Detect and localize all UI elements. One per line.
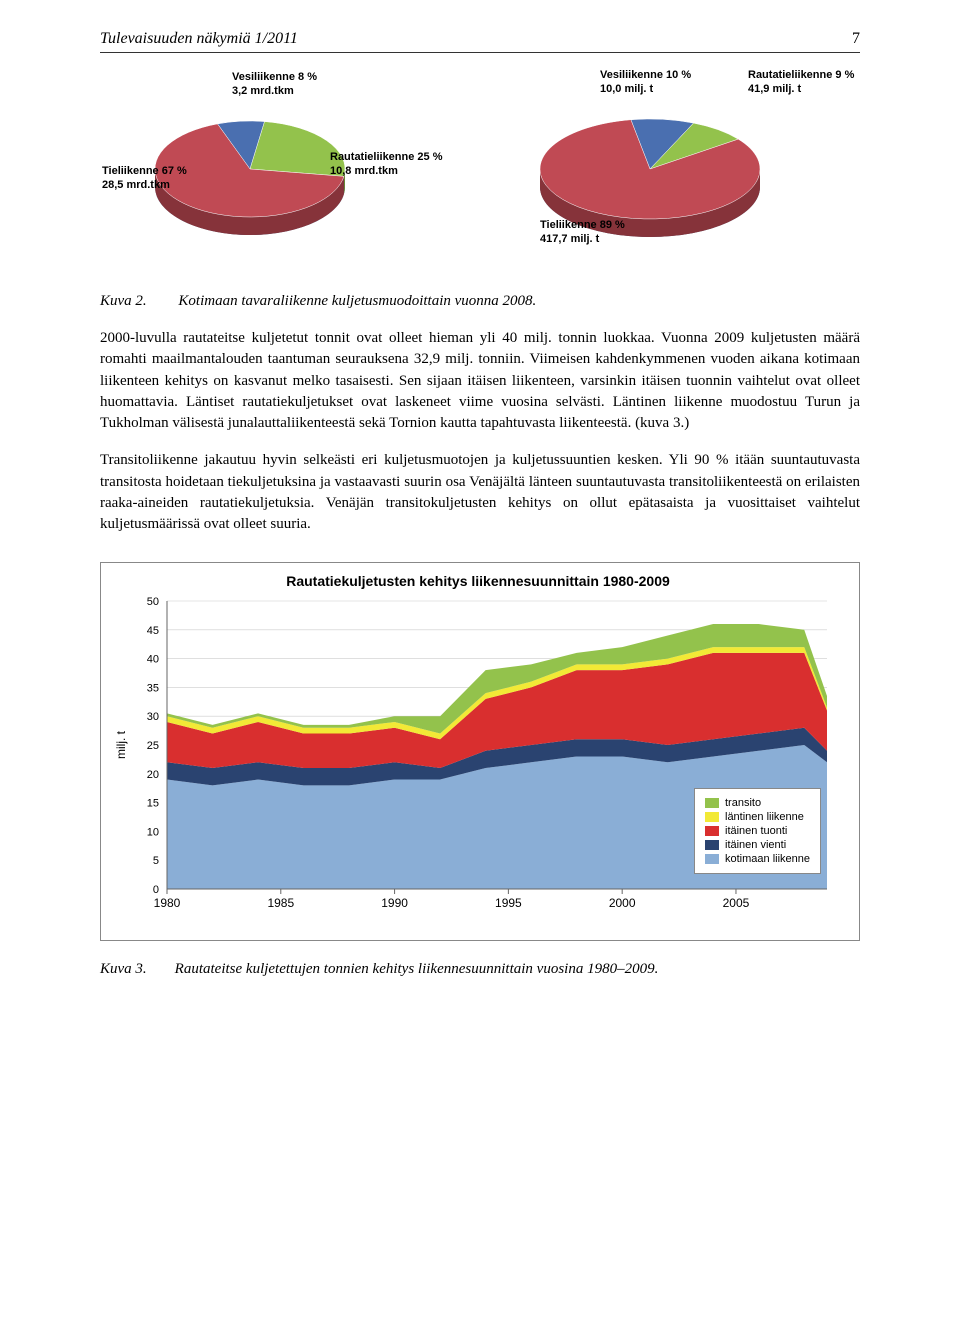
svg-text:15: 15	[147, 797, 159, 809]
legend-label: itäinen tuonti	[725, 825, 787, 837]
legend-label: itäinen vienti	[725, 839, 786, 851]
label-tie-left: Tieliikenne 67 % 28,5 mrd.tkm	[102, 165, 187, 193]
label-tie-right: Tieliikenne 89 % 417,7 milj. t	[540, 219, 625, 247]
legend-swatch	[705, 812, 719, 822]
area-chart-svg: 0 5 10 15 20 25 30 35 40 45 50 1980 1985 1990 1995 2000…	[107, 595, 847, 925]
pie-right: Vesiliikenne 10 % 10,0 milj. t Rautatiel…	[480, 69, 880, 269]
pie-row: Vesiliikenne 8 % 3,2 mrd.tkm Rautatielii…	[100, 69, 860, 269]
legend-row: kotimaan liikenne	[705, 853, 810, 865]
svg-text:20: 20	[147, 768, 159, 780]
legend-row: läntinen liikenne	[705, 811, 810, 823]
svg-text:45: 45	[147, 624, 159, 636]
legend-row: itäinen vienti	[705, 839, 810, 851]
svg-text:5: 5	[153, 855, 159, 867]
svg-text:1990: 1990	[381, 896, 408, 910]
legend-swatch	[705, 826, 719, 836]
svg-text:40: 40	[147, 653, 159, 665]
caption-kuva2: Kuva 2. Kotimaan tavaraliikenne kuljetus…	[100, 293, 860, 310]
legend-row: itäinen tuonti	[705, 825, 810, 837]
legend-label: transito	[725, 797, 761, 809]
pie-left: Vesiliikenne 8 % 3,2 mrd.tkm Rautatielii…	[100, 69, 460, 269]
svg-text:0: 0	[153, 884, 159, 896]
area-chart: Rautatiekuljetusten kehitys liikennesuun…	[100, 562, 860, 941]
legend-label: läntinen liikenne	[725, 811, 804, 823]
svg-text:1995: 1995	[495, 896, 522, 910]
chart-legend: transito läntinen liikenne itäinen tuonti i…	[694, 788, 821, 874]
legend-label: kotimaan liikenne	[725, 853, 810, 865]
page-header: Tulevaisuuden näkymiä 1/2011 7	[100, 30, 860, 53]
svg-text:10: 10	[147, 826, 159, 838]
paragraph-1: 2000-luvulla rautateitse kuljetetut tonn…	[100, 328, 860, 434]
chart-title: Rautatiekuljetusten kehitys liikennesuun…	[107, 573, 849, 589]
paragraph-2: Transitoliikenne jakautuu hyvin selkeäst…	[100, 450, 860, 535]
label-vesi-left: Vesiliikenne 8 % 3,2 mrd.tkm	[232, 71, 317, 99]
legend-swatch	[705, 854, 719, 864]
svg-text:1980: 1980	[154, 896, 181, 910]
svg-text:milj. t: milj. t	[114, 730, 128, 759]
label-rauta-left: Rautatieliikenne 25 % 10,8 mrd.tkm	[330, 151, 443, 179]
svg-text:2000: 2000	[609, 896, 636, 910]
svg-text:2005: 2005	[723, 896, 750, 910]
legend-swatch	[705, 798, 719, 808]
legend-row: transito	[705, 797, 810, 809]
svg-text:1985: 1985	[267, 896, 294, 910]
legend-swatch	[705, 840, 719, 850]
svg-text:30: 30	[147, 711, 159, 723]
svg-text:25: 25	[147, 740, 159, 752]
label-vesi-right: Vesiliikenne 10 % 10,0 milj. t	[600, 69, 691, 97]
caption-kuva3: Kuva 3. Rautateitse kuljetettujen tonnie…	[100, 961, 860, 978]
page-number: 7	[852, 30, 860, 48]
svg-text:35: 35	[147, 682, 159, 694]
label-rauta-right: Rautatieliikenne 9 % 41,9 milj. t	[748, 69, 854, 97]
header-title: Tulevaisuuden näkymiä 1/2011	[100, 30, 298, 48]
svg-text:50: 50	[147, 596, 159, 608]
